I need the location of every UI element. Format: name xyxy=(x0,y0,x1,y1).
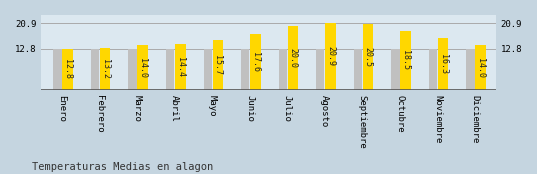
Text: Temperaturas Medias en alagon: Temperaturas Medias en alagon xyxy=(32,162,214,172)
Text: 14.4: 14.4 xyxy=(176,57,185,77)
Bar xyxy=(288,26,298,90)
Bar xyxy=(250,34,260,90)
Bar xyxy=(429,49,437,90)
Bar xyxy=(316,49,324,90)
Bar xyxy=(438,38,448,90)
Text: 17.6: 17.6 xyxy=(251,52,260,72)
Bar xyxy=(166,49,175,90)
Text: 13.2: 13.2 xyxy=(100,59,110,79)
Bar xyxy=(128,49,137,90)
Bar xyxy=(391,49,400,90)
Text: 18.5: 18.5 xyxy=(401,50,410,70)
Text: 15.7: 15.7 xyxy=(213,55,222,75)
Text: 20.9: 20.9 xyxy=(326,46,335,66)
Text: 14.0: 14.0 xyxy=(138,58,147,78)
Bar xyxy=(137,45,148,90)
Bar xyxy=(62,49,73,90)
Bar xyxy=(213,40,223,90)
Bar xyxy=(325,23,336,90)
Text: 16.3: 16.3 xyxy=(439,54,447,74)
Bar xyxy=(279,49,287,90)
Bar xyxy=(466,49,475,90)
Text: 20.0: 20.0 xyxy=(288,48,297,68)
Bar xyxy=(100,48,111,90)
Bar xyxy=(53,49,62,90)
Bar xyxy=(204,49,212,90)
Bar xyxy=(475,45,486,90)
Text: 20.5: 20.5 xyxy=(364,47,373,67)
Bar xyxy=(91,49,99,90)
Bar xyxy=(175,44,185,90)
Text: 14.0: 14.0 xyxy=(476,58,485,78)
Bar xyxy=(400,31,411,90)
Bar xyxy=(354,49,362,90)
Bar xyxy=(362,24,373,90)
Bar xyxy=(241,49,249,90)
Text: 12.8: 12.8 xyxy=(63,60,72,80)
